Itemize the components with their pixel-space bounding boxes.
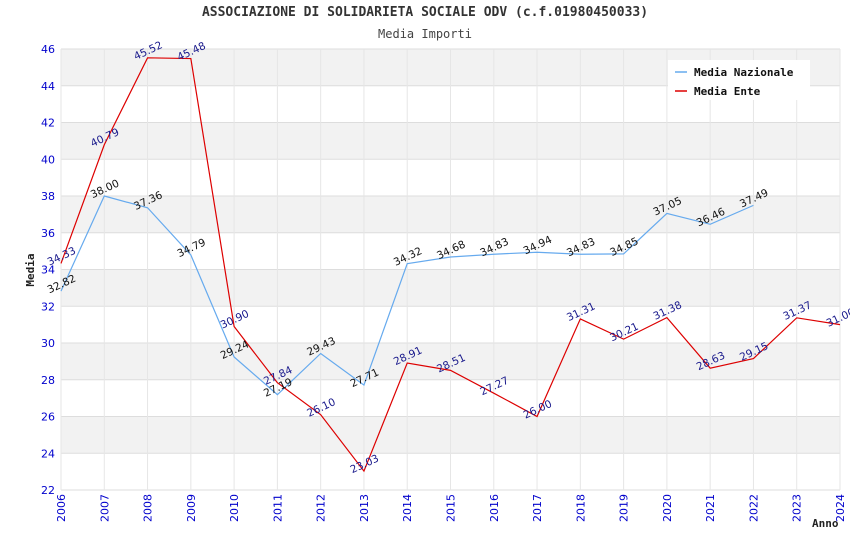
x-tick-label: 2010 bbox=[228, 494, 241, 522]
y-tick-label: 22 bbox=[41, 484, 55, 497]
y-tick-label: 40 bbox=[41, 153, 55, 166]
series-line-media-nazionale bbox=[60, 195, 754, 396]
x-tick-label: 2023 bbox=[791, 494, 804, 522]
x-tick-label: 2021 bbox=[704, 494, 717, 522]
y-tick-label: 28 bbox=[41, 374, 55, 387]
y-tick-label: 38 bbox=[41, 190, 55, 203]
x-tick-label: 2012 bbox=[315, 494, 328, 522]
legend-label-media-nazionale: Media Nazionale bbox=[694, 66, 794, 79]
x-tick-label: 2008 bbox=[142, 494, 155, 522]
x-tick-label: 2013 bbox=[358, 494, 371, 522]
y-tick-label: 32 bbox=[41, 300, 55, 313]
x-axis-ticks: 2006 2007 2008 2009 2010 2011 2012 2013 2014 2015… bbox=[55, 494, 847, 522]
x-tick-label: 2022 bbox=[747, 494, 760, 522]
x-tick-label: 2018 bbox=[574, 494, 587, 522]
series-lines bbox=[60, 57, 841, 473]
x-tick-label: 2017 bbox=[531, 494, 544, 522]
x-tick-label: 2019 bbox=[618, 494, 631, 522]
x-tick-label: 2016 bbox=[488, 494, 501, 522]
x-axis-label: Anno bbox=[812, 517, 839, 530]
series-line-media-ente bbox=[60, 57, 841, 473]
x-tick-label: 2009 bbox=[185, 494, 198, 522]
chart-title: ASSOCIAZIONE DI SOLIDARIETA SOCIALE ODV … bbox=[201, 5, 649, 20]
y-tick-label: 34 bbox=[41, 264, 55, 277]
y-tick-label: 44 bbox=[41, 80, 55, 93]
x-tick-label: 2015 bbox=[445, 494, 458, 522]
x-tick-label: 2006 bbox=[55, 494, 68, 522]
y-axis-label: Media bbox=[24, 253, 37, 286]
legend: Media Nazionale Media Ente bbox=[668, 60, 810, 100]
x-tick-label: 2011 bbox=[271, 494, 284, 522]
legend-box bbox=[668, 60, 810, 100]
y-tick-label: 46 bbox=[41, 43, 55, 56]
x-tick-label: 2014 bbox=[401, 494, 414, 522]
x-tick-label: 2007 bbox=[98, 494, 111, 522]
y-tick-label: 26 bbox=[41, 411, 55, 424]
y-tick-label: 30 bbox=[41, 337, 55, 350]
y-tick-label: 24 bbox=[41, 447, 55, 460]
y-axis-ticks: 22 24 26 28 30 32 34 36 38 40 42 44 46 bbox=[41, 43, 55, 497]
y-tick-label: 36 bbox=[41, 227, 55, 240]
y-tick-label: 42 bbox=[41, 117, 55, 130]
grid-lines bbox=[60, 48, 841, 491]
x-tick-label: 2024 bbox=[834, 494, 847, 522]
legend-label-media-ente: Media Ente bbox=[694, 85, 761, 98]
x-tick-label: 2020 bbox=[661, 494, 674, 522]
chart-subtitle: Media Importi bbox=[378, 27, 472, 41]
